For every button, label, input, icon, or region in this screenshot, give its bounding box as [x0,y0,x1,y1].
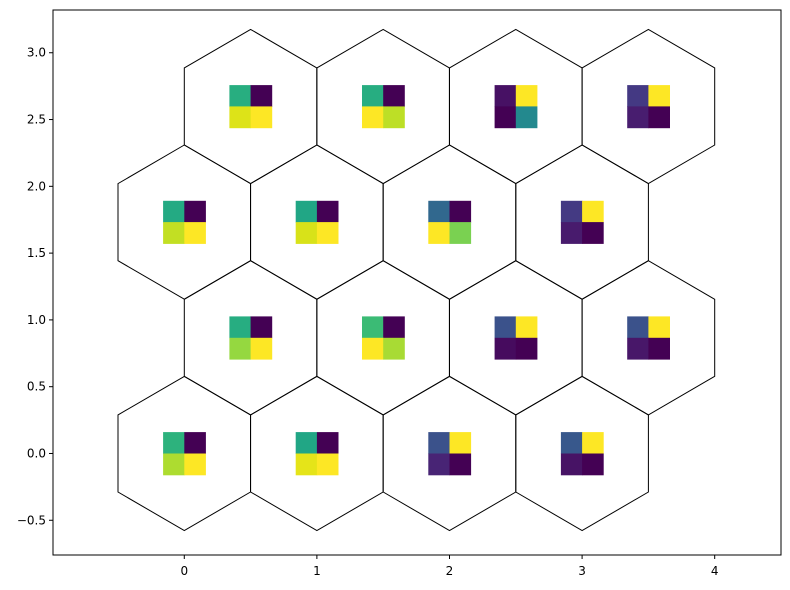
cell-11-square-2 [560,222,583,244]
y-tick-label: 1.0 [27,313,46,327]
cell-8-square-1 [184,200,206,223]
cell-8-square-3 [184,222,206,244]
cell-11-square-0 [560,200,583,223]
cell-14-square-0 [494,85,517,107]
cell-10-square-0 [428,200,450,223]
cell-4-square-3 [250,337,273,360]
cell-5-square-1 [383,316,405,339]
cell-9-square-2 [295,222,318,244]
cell-1-square-1 [316,432,339,454]
cell-11-square-1 [582,200,604,223]
cell-7-square-0 [627,316,649,339]
cell-8-square-2 [163,222,185,244]
cell-12-square-1 [250,85,273,107]
cell-14-square-1 [515,85,538,107]
cell-14-square-2 [494,106,517,129]
cell-1-square-2 [295,453,318,476]
y-tick-label: 3.0 [27,46,46,60]
cell-13-square-2 [362,106,384,129]
cell-6-square-2 [494,337,517,360]
cell-7-square-1 [648,316,670,339]
cell-15-square-0 [627,85,649,107]
y-tick-label: −0.5 [17,513,46,527]
cell-3-square-1 [582,432,604,454]
cell-13-square-1 [383,85,405,107]
cell-9-square-1 [316,200,339,223]
cell-4-square-1 [250,316,273,339]
y-tick-label: 0.5 [27,380,46,394]
x-tick-label: 0 [180,564,188,578]
y-tick-label: 2.5 [27,113,46,127]
cell-4-square-0 [229,316,251,339]
cell-9-square-0 [295,200,318,223]
cell-13-square-3 [383,106,405,129]
cell-0-square-3 [184,453,206,476]
cell-6-square-0 [494,316,517,339]
cell-1-square-0 [295,432,318,454]
cell-10-square-3 [449,222,472,244]
cell-0-square-0 [163,432,185,454]
cell-6-square-1 [515,316,538,339]
cell-4-square-2 [229,337,251,360]
cell-9-square-3 [316,222,339,244]
hexagon-layer [117,28,716,532]
cell-13-square-0 [362,85,384,107]
cell-10-square-2 [428,222,450,244]
cell-0-square-2 [163,453,185,476]
x-tick-label: 2 [446,564,454,578]
cell-12-square-2 [229,106,251,129]
x-tick-label: 3 [578,564,586,578]
cell-15-square-2 [627,106,649,129]
plot-frame [52,9,782,556]
y-tick-label: 1.5 [27,246,46,260]
y-tick-label: 2.0 [27,179,46,193]
cell-10-square-1 [449,200,472,223]
cell-15-square-3 [648,106,670,129]
cell-6-square-3 [515,337,538,360]
cell-12-square-0 [229,85,251,107]
cell-5-square-3 [383,337,405,360]
cell-12-square-3 [250,106,273,129]
cell-15-square-1 [648,85,670,107]
cell-14-square-3 [515,106,538,129]
cell-3-square-2 [560,453,583,476]
axes: 0 1 2 3 4 −0.5 0.0 0.5 1.0 1.5 2.0 2.5 3.0 [17,9,782,578]
cell-0-square-1 [184,432,206,454]
cell-7-square-2 [627,337,649,360]
hexagon-15 [581,28,716,185]
cell-2-square-2 [428,453,450,476]
cell-5-square-2 [362,337,384,360]
cell-2-square-0 [428,432,450,454]
y-tick-label: 0.0 [27,446,46,460]
x-tick-label: 1 [313,564,321,578]
cell-11-square-3 [582,222,604,244]
cell-layer [163,85,670,476]
cell-2-square-3 [449,453,472,476]
cell-3-square-3 [582,453,604,476]
x-tick-label: 4 [711,564,719,578]
cell-1-square-3 [316,453,339,476]
cell-7-square-3 [648,337,670,360]
cell-2-square-1 [449,432,472,454]
cell-8-square-0 [163,200,185,223]
cell-3-square-0 [560,432,583,454]
cell-5-square-0 [362,316,384,339]
